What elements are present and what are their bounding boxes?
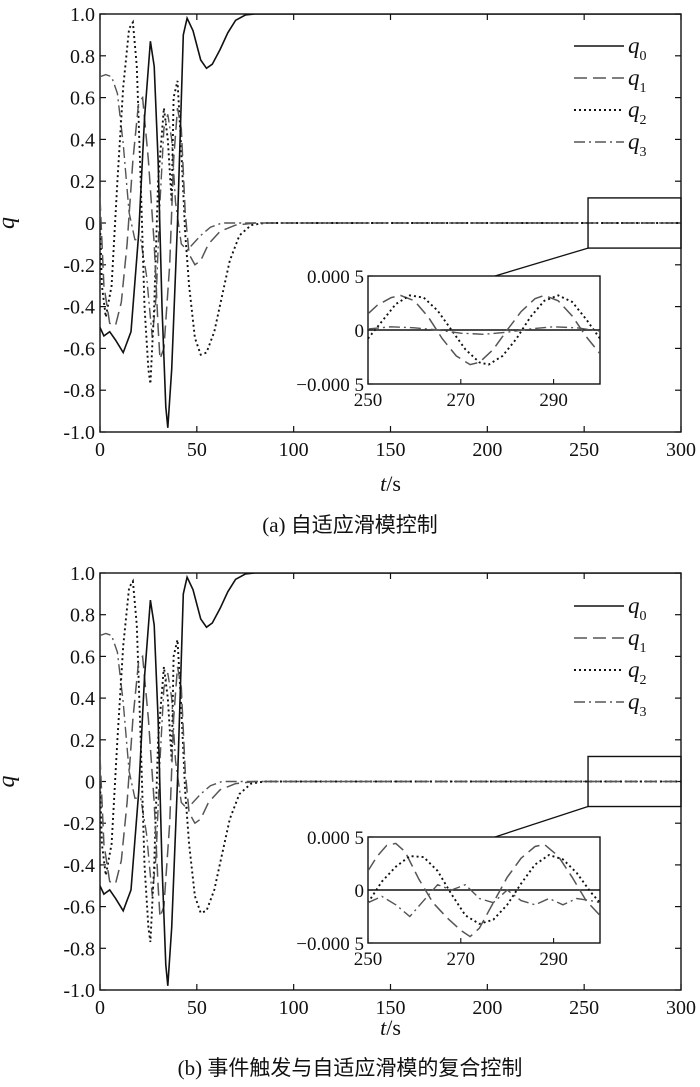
y-tick-label: -0.4	[63, 855, 95, 877]
zoom-connector	[494, 247, 589, 277]
x-tick-label: 100	[279, 439, 309, 461]
y-tick-label: 1.0	[70, 563, 95, 585]
y-tick-label: -1.0	[63, 422, 95, 444]
y-tick-label: -0.2	[63, 813, 95, 835]
legend-entry: q3	[628, 689, 647, 720]
x-tick-label: 300	[666, 439, 696, 461]
series-group	[100, 573, 681, 986]
x-tick-label: 250	[569, 997, 599, 1019]
inset-y-tick-label: 0.000 5	[307, 828, 364, 849]
y-tick-label: -0.8	[63, 380, 95, 402]
inset-series-line-dashed	[368, 294, 600, 366]
y-tick-label: -1.0	[63, 980, 95, 1002]
series-line-solid	[100, 573, 681, 986]
inset-series-line-dashdot	[368, 326, 600, 336]
x-tick-label: 200	[472, 439, 502, 461]
x-axis-label: t/s	[380, 471, 401, 496]
x-tick-label: 50	[187, 439, 207, 461]
y-tick-label: 0.2	[70, 730, 95, 752]
inset-series-line-dotted	[368, 853, 600, 925]
inset-x-tick-label: 290	[539, 949, 568, 970]
x-tick-label: 0	[95, 997, 105, 1019]
y-tick-label: 0	[85, 213, 95, 235]
x-tick-label: 0	[95, 439, 105, 461]
legend-entry: q1	[628, 625, 647, 656]
x-tick-label: 200	[472, 997, 502, 1019]
series-group	[100, 14, 681, 428]
legend-entry: q2	[628, 97, 647, 128]
y-tick-label: 0.4	[70, 688, 95, 710]
inset-series-group	[368, 842, 600, 938]
y-tick-label: 0.2	[70, 171, 95, 193]
inset-series-group	[368, 294, 600, 366]
y-tick-label: 0	[85, 772, 95, 794]
legend-entry: q3	[628, 129, 647, 160]
y-tick-label: 0.6	[70, 646, 95, 668]
inset-x-tick-label: 270	[447, 949, 476, 970]
y-tick-label: 0.6	[70, 88, 95, 110]
inset-series-line-dotted	[368, 294, 600, 366]
y-tick-label: 0.8	[70, 46, 95, 68]
series-line-solid	[100, 14, 681, 428]
y-axis-label: q	[0, 776, 20, 788]
zoom-box	[587, 197, 682, 249]
inset-y-tick-label: −0.000 5	[296, 934, 364, 955]
x-tick-label: 300	[666, 997, 696, 1019]
y-tick-label: -0.6	[63, 338, 95, 360]
x-tick-label: 150	[376, 439, 406, 461]
y-tick-label: -0.6	[63, 897, 95, 919]
x-axis-label: t/s	[380, 1015, 401, 1040]
zoom-connector	[494, 805, 589, 838]
x-tick-label: 50	[187, 997, 207, 1019]
inset-y-tick-label: 0.000 5	[307, 267, 364, 288]
series-line-dashdot	[100, 632, 681, 897]
figure-caption: (a) 自适应滑模控制	[262, 513, 438, 537]
inset-x-tick-label: 290	[539, 390, 568, 411]
inset-x-tick-label: 270	[447, 390, 476, 411]
inset-y-tick-label: −0.000 5	[296, 375, 364, 396]
inset-series-line-dashed	[368, 842, 600, 938]
y-axis-label: q	[0, 217, 20, 229]
inset-y-tick-label: 0	[355, 321, 365, 342]
inset-y-tick-label: 0	[355, 881, 365, 902]
legend-entry: q2	[628, 657, 647, 688]
y-tick-label: -0.8	[63, 938, 95, 960]
series-line-dotted	[100, 578, 681, 943]
y-tick-label: 0.4	[70, 129, 95, 151]
chart-panel-b: 1.00.80.60.40.20-0.2-0.4-0.6-0.8-1.00 50 1…	[0, 563, 696, 1080]
y-tick-label: 1.0	[70, 4, 95, 26]
inset-x-tick-label: 250	[354, 949, 383, 970]
legend-entry: q0	[628, 33, 647, 64]
legend-entry: q0	[628, 593, 647, 624]
chart-panel-a: 1.00.80.60.40.20-0.2-0.4-0.6-0.8-1.00 100…	[0, 4, 696, 537]
y-tick-label: -0.2	[63, 255, 95, 277]
x-tick-label: 150	[376, 997, 406, 1019]
inset-x-tick-label: 250	[354, 390, 383, 411]
y-tick-label: 0.8	[70, 605, 95, 627]
legend-entry: q1	[628, 65, 647, 96]
figure-caption: (b) 事件触发与自适应滑模的复合控制	[178, 1056, 523, 1080]
x-tick-label: 250	[569, 439, 599, 461]
x-tick-label: 100	[279, 997, 309, 1019]
inset-series-line-dashdot	[368, 883, 600, 918]
series-line-dotted	[100, 19, 681, 385]
y-tick-label: -0.4	[63, 297, 95, 319]
zoom-box	[587, 755, 682, 808]
